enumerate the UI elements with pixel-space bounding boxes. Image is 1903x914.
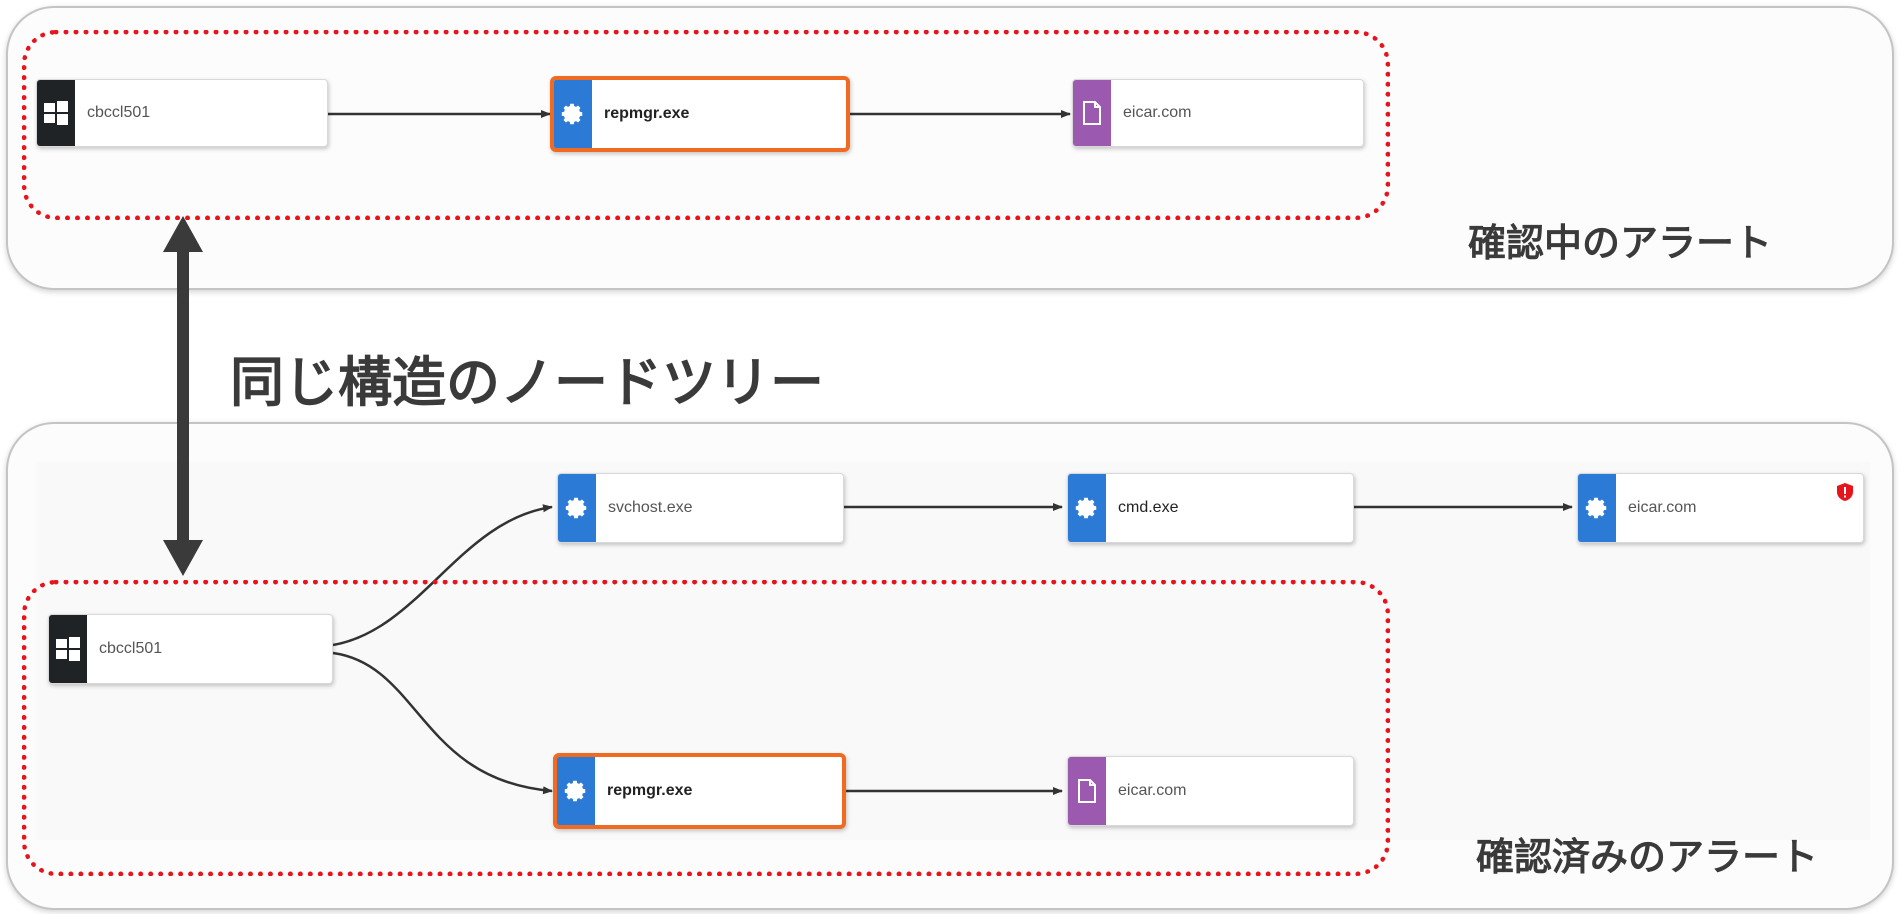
node-svchost[interactable]: svchost.exe [557, 473, 844, 543]
node-label: eicar.com [1118, 782, 1187, 799]
matched-subtree-outline-bottom [22, 580, 1390, 876]
file-icon [1073, 80, 1111, 146]
node-cmd[interactable]: cmd.exe [1067, 473, 1354, 543]
edge-host-to-svchost [332, 504, 553, 647]
node-eicar-file-bottom[interactable]: eicar.com [1067, 756, 1354, 826]
comparison-double-arrow [163, 216, 203, 576]
matched-subtree-outline-top [22, 30, 1390, 220]
gear-icon [554, 80, 592, 148]
gear-icon [558, 474, 596, 542]
edge-host-to-repmgr-bottom [332, 651, 553, 795]
confirmed-alert-label: 確認済みのアラート [1476, 835, 1819, 879]
node-label: repmgr.exe [607, 782, 693, 799]
gear-icon [557, 757, 595, 825]
windows-icon [37, 80, 75, 146]
node-label: eicar.com [1123, 104, 1192, 121]
node-label: repmgr.exe [604, 105, 690, 122]
same-structure-label: 同じ構造のノードツリー [230, 351, 824, 414]
node-label: svchost.exe [608, 499, 693, 516]
confirmed-alert-canvas [36, 462, 1870, 840]
node-repmgr-top[interactable]: repmgr.exe [550, 76, 850, 152]
current-alert-label: 確認中のアラート [1468, 221, 1773, 265]
windows-icon [49, 615, 87, 683]
alert-shield-icon[interactable] [1835, 482, 1855, 502]
node-eicar-process[interactable]: eicar.com [1577, 473, 1864, 543]
node-eicar-file-top[interactable]: eicar.com [1072, 79, 1364, 147]
file-icon [1068, 757, 1106, 825]
node-label: eicar.com [1628, 499, 1697, 516]
node-label: cmd.exe [1118, 499, 1179, 516]
gear-icon [1068, 474, 1106, 542]
current-alert-panel [6, 6, 1894, 290]
node-repmgr-bottom[interactable]: repmgr.exe [553, 753, 846, 829]
node-label: cbccl501 [99, 640, 163, 657]
node-host-bottom[interactable]: cbccl501 [48, 614, 333, 684]
node-label: cbccl501 [87, 104, 151, 121]
node-host-top[interactable]: cbccl501 [36, 79, 328, 147]
gear-icon [1578, 474, 1616, 542]
